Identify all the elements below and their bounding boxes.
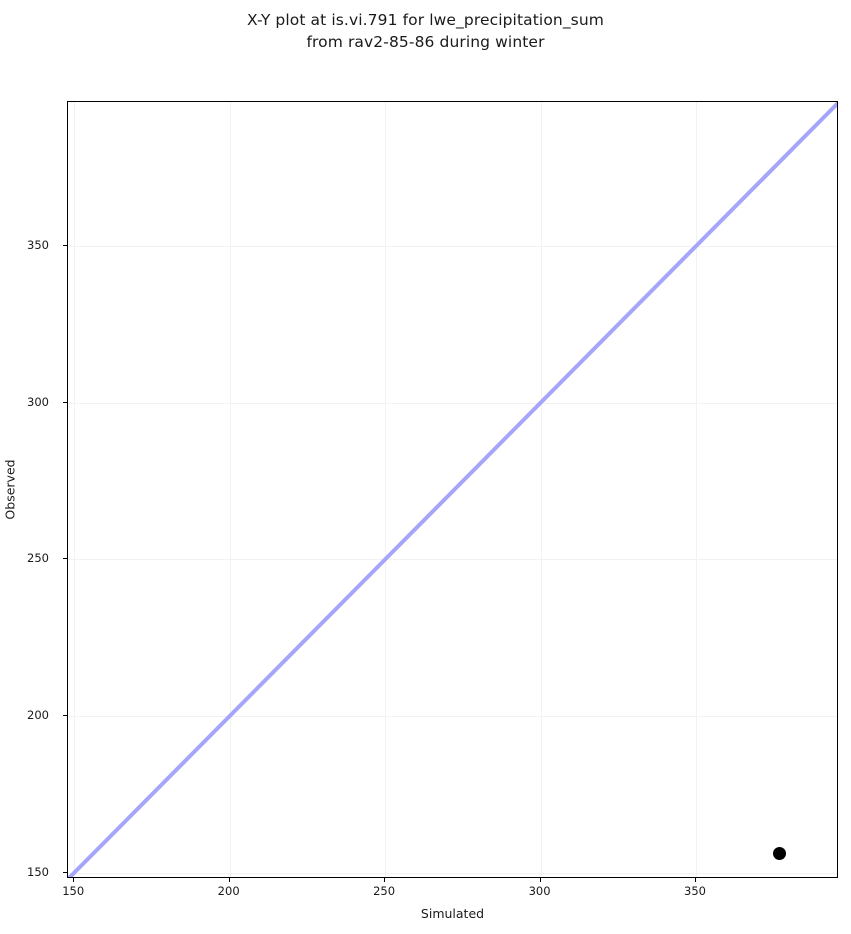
data-point — [773, 847, 787, 861]
y-axis-tick — [63, 715, 67, 717]
y-axis-tick-label: 300 — [27, 394, 49, 409]
x-axis-tick — [539, 878, 541, 882]
gridline-horizontal — [68, 872, 837, 874]
one-to-one-reference-line — [68, 102, 837, 877]
y-axis-label: Observed — [0, 101, 20, 878]
x-axis-tick-label: 150 — [62, 884, 85, 898]
x-axis-tick-label: 200 — [217, 884, 240, 898]
chart-title: X-Y plot at is.vi.791 for lwe_precipitat… — [247, 11, 604, 51]
gridline-horizontal — [68, 559, 837, 561]
x-axis-tick-label: 300 — [528, 884, 551, 898]
x-axis-tick-label: 250 — [373, 884, 396, 898]
x-axis-label: Simulated — [420, 906, 485, 921]
plot-area — [67, 101, 838, 878]
gridline-horizontal — [68, 246, 837, 248]
gridline-horizontal — [68, 716, 837, 718]
y-axis-tick-label: 150 — [27, 864, 49, 879]
y-axis-tick-label: 350 — [27, 238, 49, 253]
x-axis-tick — [384, 878, 386, 882]
gridline-vertical — [74, 102, 76, 877]
gridline-vertical — [695, 102, 697, 877]
gridline-vertical — [229, 102, 231, 877]
y-axis-tick — [63, 871, 67, 873]
x-axis-tick — [228, 878, 230, 882]
gridline-vertical — [540, 102, 542, 877]
gridline-horizontal — [68, 402, 837, 404]
x-axis-tick — [73, 878, 75, 882]
x-axis-tick-label: 350 — [684, 884, 706, 898]
y-axis-tick-label: 200 — [27, 708, 49, 723]
y-axis-label-text: Observed — [2, 459, 18, 520]
y-axis-tick — [63, 401, 67, 403]
y-axis-tick — [63, 245, 67, 247]
x-axis-tick — [694, 878, 696, 882]
gridline-vertical — [385, 102, 387, 877]
y-axis-tick-label: 250 — [27, 551, 49, 566]
y-axis-tick — [63, 558, 67, 560]
